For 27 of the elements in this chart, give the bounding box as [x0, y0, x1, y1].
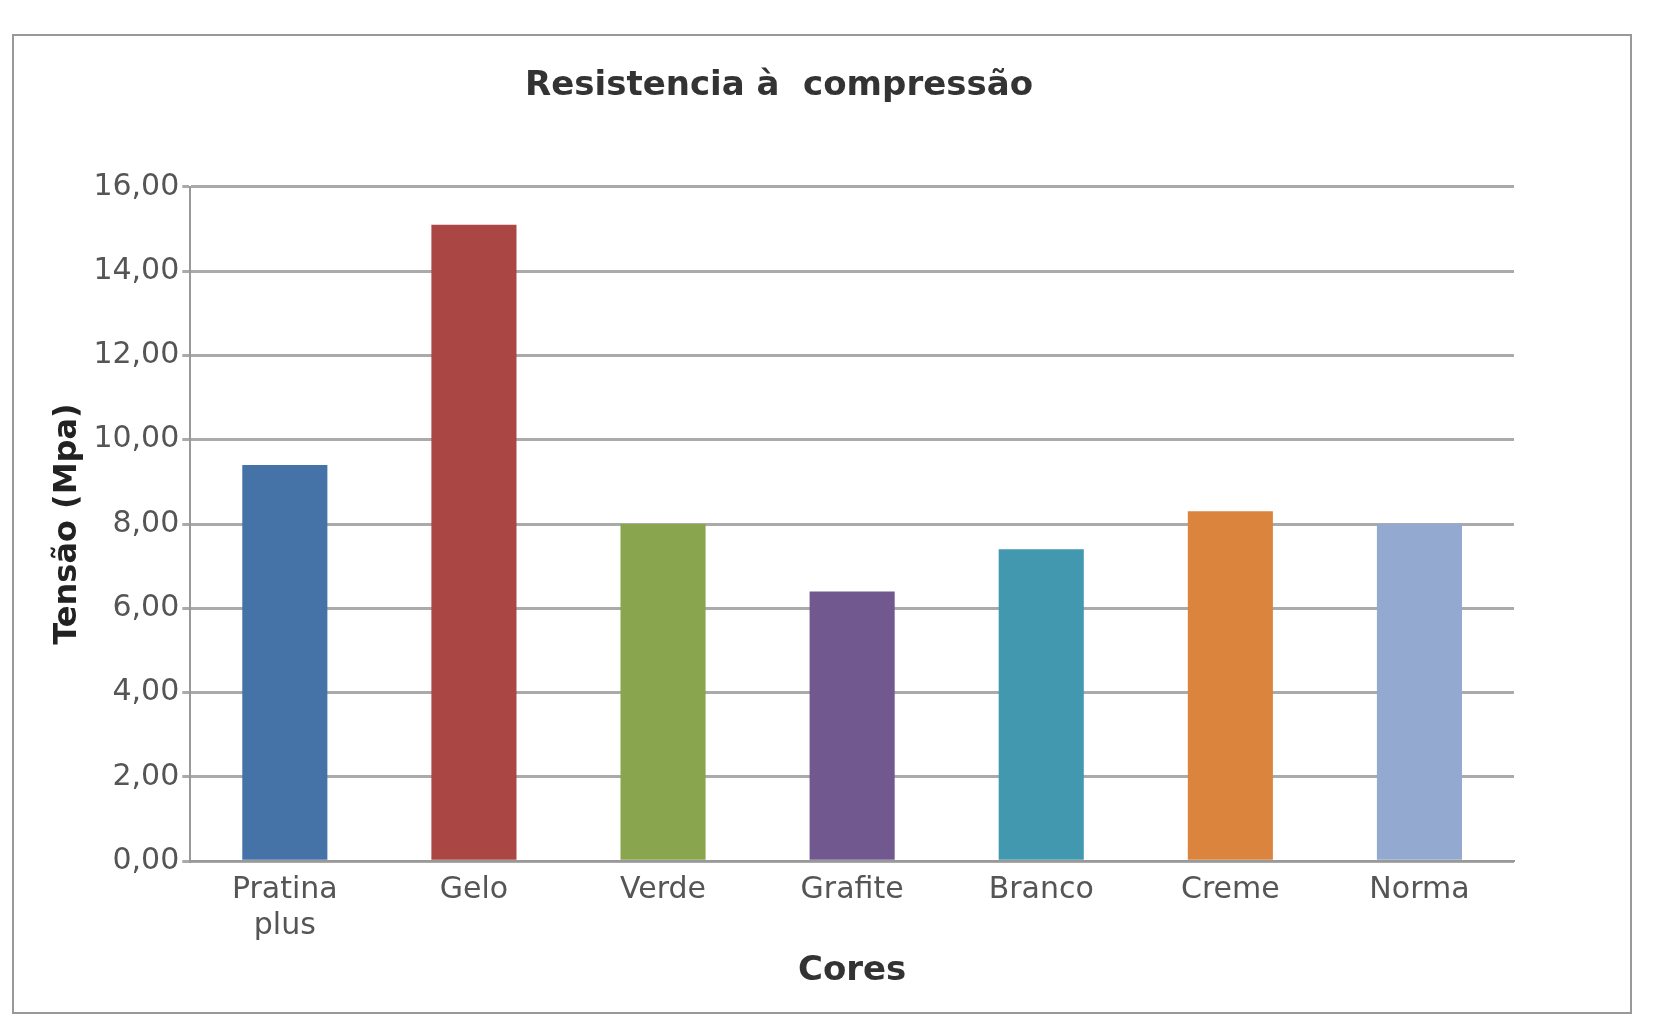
y-tick-label: 4,00: [112, 672, 180, 708]
bar: [242, 464, 328, 860]
bar: [1187, 511, 1273, 860]
bar: [998, 549, 1084, 860]
x-tick-label: Gelo: [439, 870, 509, 905]
x-tick-label: Grafite: [800, 870, 904, 905]
bar: [809, 591, 895, 860]
bar: [1376, 524, 1462, 860]
y-axis-title: Tensão (Mpa): [45, 403, 84, 645]
x-tick-label: Norma: [1369, 870, 1470, 905]
y-tick-label: 6,00: [112, 588, 180, 624]
y-tick-label: 8,00: [112, 503, 180, 539]
y-tick-label: 0,00: [112, 841, 180, 876]
bar: [431, 224, 517, 860]
category-label: plus: [253, 906, 316, 941]
x-tick-label: Creme: [1180, 870, 1280, 905]
y-tick-label: 12,00: [93, 335, 180, 371]
chart-title: Resistencia à compressão: [525, 63, 1033, 104]
y-tick-label: 10,00: [93, 419, 180, 455]
category-label: Pratina: [231, 870, 338, 905]
y-tick-label: 16,00: [93, 166, 180, 202]
x-axis-title: Cores: [797, 948, 907, 989]
x-tick-label: Verde: [620, 870, 707, 905]
bar: [620, 524, 706, 860]
x-tick-label: Branco: [988, 870, 1094, 905]
y-tick-label: 14,00: [93, 250, 180, 286]
y-tick-label: 2,00: [112, 756, 180, 792]
